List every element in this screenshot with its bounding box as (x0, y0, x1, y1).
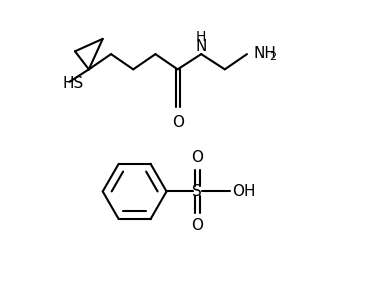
Text: OH: OH (232, 184, 255, 199)
Text: 2: 2 (268, 52, 276, 62)
Text: O: O (191, 150, 203, 165)
Text: N: N (196, 38, 207, 53)
Text: O: O (172, 115, 183, 130)
Text: NH: NH (253, 46, 276, 61)
Text: S: S (192, 184, 202, 199)
Text: H: H (196, 29, 206, 44)
Text: HS: HS (62, 76, 84, 91)
Text: O: O (191, 218, 203, 233)
